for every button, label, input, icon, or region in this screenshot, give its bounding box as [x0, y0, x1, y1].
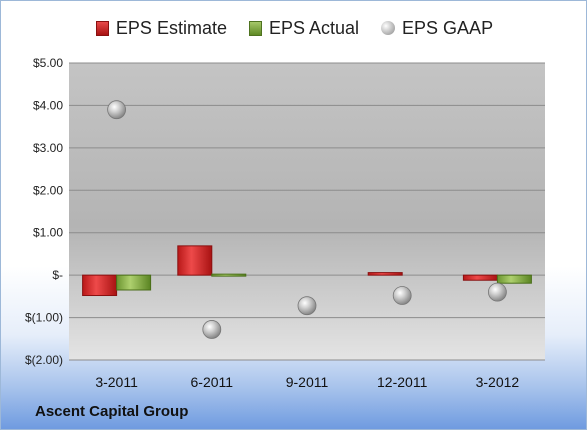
plot-background [69, 63, 545, 360]
bar-eps-actual [116, 274, 152, 291]
x-tick-label: 6-2011 [191, 374, 234, 390]
x-tick-label: 12-2011 [377, 374, 428, 390]
x-tick-label: 3-2012 [476, 374, 520, 390]
bars [82, 245, 532, 297]
company-caption: Ascent Capital Group [35, 403, 189, 420]
legend-label-eps-gaap: EPS GAAP [402, 17, 494, 38]
y-tick-label: $3.00 [33, 141, 63, 155]
legend-label-eps-actual: EPS Actual [268, 17, 360, 38]
legend-swatch-eps-gaap [381, 21, 396, 35]
y-tick-label: $2.00 [33, 183, 63, 197]
y-tick-label: $(1.00) [25, 311, 63, 325]
y-axis-ticks: $5.00 $4.00 $3.00 $2.00 $1.00 $- $(1.00) $(2.00… [25, 56, 63, 367]
legend: EPS Estimate EPS Actual EPS GAAP [1, 13, 587, 43]
y-tick-label: $(2.00) [25, 353, 63, 367]
legend-item-eps-gaap: EPS GAAP [381, 18, 493, 39]
x-axis-ticks: 3-2011 6-2011 9-2011 12-2011 3-2012 [95, 374, 519, 390]
gridlines [69, 62, 545, 361]
point-eps-gaap [107, 100, 126, 120]
legend-label-eps-estimate: EPS Estimate [115, 17, 227, 38]
legend-swatch-eps-actual [248, 20, 262, 36]
bar-eps-estimate [82, 274, 118, 297]
point-eps-gaap [202, 320, 222, 339]
bar-eps-estimate [462, 274, 498, 281]
bar-eps-actual [496, 274, 532, 284]
y-tick-label: $1.00 [33, 226, 63, 240]
y-tick-label: $- [52, 268, 63, 282]
y-tick-label: $4.00 [33, 98, 63, 112]
x-tick-label: 3-2011 [95, 374, 138, 390]
point-eps-gaap [487, 282, 507, 302]
point-eps-gaap [297, 296, 317, 316]
legend-item-eps-estimate: EPS Estimate [95, 17, 227, 39]
y-tick-label: $5.00 [33, 56, 63, 70]
bar-eps-estimate [177, 245, 213, 276]
point-eps-gaap [392, 286, 412, 305]
legend-item-eps-actual: EPS Actual [248, 17, 360, 39]
bar-eps-actual [211, 273, 247, 277]
legend-swatch-eps-estimate [95, 20, 109, 36]
bar-eps-estimate [367, 272, 403, 276]
gaap-points [107, 100, 507, 339]
x-tick-label: 9-2011 [286, 374, 329, 390]
